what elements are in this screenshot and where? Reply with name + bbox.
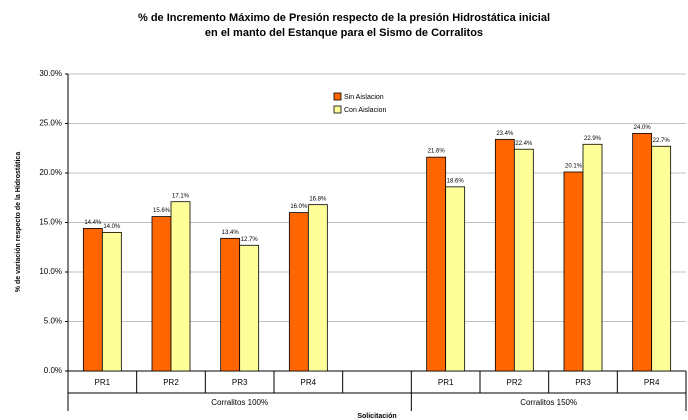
bar: [239, 244, 260, 372]
bar: [426, 156, 447, 372]
legend-label: Con Aislacion: [344, 107, 387, 114]
value-label: 17.1%: [172, 193, 190, 199]
value-label: 21.6%: [428, 149, 446, 155]
bar: [513, 148, 534, 372]
legend-box: [330, 88, 412, 120]
value-label: 24.0%: [634, 125, 652, 131]
legend-swatch: [333, 105, 342, 114]
bar: [651, 145, 672, 372]
legend-label: Sin Aislacion: [344, 94, 384, 101]
y-tick-label: 5.0%: [44, 317, 62, 326]
value-label: 16.8%: [309, 196, 327, 202]
x-axis-title: Solicitación: [357, 413, 396, 420]
bar: [220, 237, 241, 372]
bar: [82, 228, 103, 372]
bar: [288, 212, 309, 372]
x-tick-label: PR2: [163, 378, 179, 387]
legend-swatch: [333, 92, 342, 101]
y-tick-label: 0.0%: [44, 366, 62, 375]
y-tick-label: 30.0%: [39, 69, 62, 78]
bar: [170, 201, 191, 372]
value-label: 13.4%: [222, 230, 240, 236]
bar: [494, 138, 515, 372]
y-tick-label: 20.0%: [39, 168, 62, 177]
value-label: 22.9%: [584, 136, 602, 142]
x-tick-label: PR4: [301, 378, 317, 387]
value-label: 14.0%: [103, 224, 121, 230]
y-axis-title: % de variación respecto de la Hidrostáti…: [15, 152, 22, 293]
chart-title: % de Incremento Máximo de Presión respec…: [138, 12, 550, 24]
bar: [632, 132, 653, 372]
y-tick-label: 25.0%: [39, 119, 62, 128]
value-label: 16.0%: [290, 204, 308, 210]
chart-title: en el manto del Estanque para el Sismo d…: [205, 27, 483, 39]
bar: [151, 216, 172, 372]
value-label: 20.1%: [565, 164, 583, 170]
bar: [563, 171, 584, 372]
value-label: 22.4%: [515, 141, 533, 147]
bar: [101, 231, 122, 372]
value-label: 22.7%: [653, 138, 671, 144]
x-tick-label: PR3: [575, 378, 591, 387]
value-label: 18.6%: [447, 178, 465, 184]
value-label: 12.7%: [241, 237, 259, 243]
bar: [307, 204, 328, 372]
y-tick-label: 10.0%: [39, 267, 62, 276]
bar: [582, 143, 603, 372]
y-tick-label: 15.0%: [39, 218, 62, 227]
bar: [445, 186, 466, 372]
group-label: Corralitos 150%: [520, 398, 577, 407]
x-tick-label: PR1: [95, 378, 111, 387]
value-label: 23.4%: [496, 131, 514, 137]
x-tick-label: PR4: [644, 378, 660, 387]
x-tick-label: PR1: [438, 378, 454, 387]
x-tick-label: PR3: [232, 378, 248, 387]
value-label: 15.6%: [153, 208, 171, 214]
group-label: Corralitos 100%: [211, 398, 268, 407]
value-label: 14.4%: [84, 220, 102, 226]
x-tick-label: PR2: [507, 378, 523, 387]
